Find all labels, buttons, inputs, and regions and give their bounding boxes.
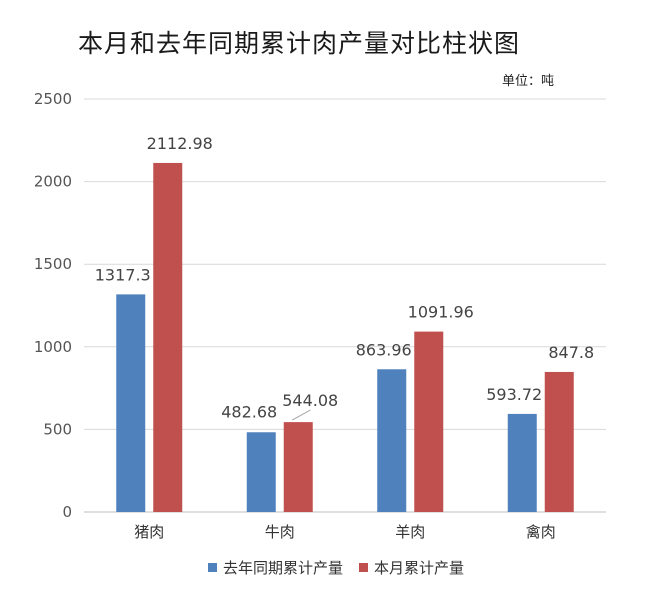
x-category-label: 猪肉	[134, 523, 164, 541]
bars	[116, 162, 574, 512]
data-label: 544.08	[282, 391, 338, 410]
bar-this-month	[153, 162, 183, 512]
legend-swatch-last-year	[207, 563, 217, 572]
legend-item-this-month: 本月累计产量	[359, 557, 464, 578]
legend-label-last-year: 去年同期累计产量	[222, 559, 343, 577]
data-label: 863.96	[356, 340, 412, 359]
x-category-label: 羊肉	[395, 523, 425, 541]
x-category-label: 禽肉	[526, 523, 556, 541]
bar-this-month	[283, 422, 313, 512]
x-category-label: 牛肉	[265, 523, 295, 541]
y-axis-ticks: 0 500 1000 1500 2000 2500	[34, 90, 72, 521]
legend-label-this-month: 本月累计产量	[374, 559, 465, 577]
x-axis-categories: 猪肉 牛肉 羊肉 禽肉	[134, 523, 556, 541]
bar-last-year	[507, 413, 537, 512]
data-label: 1091.96	[408, 303, 474, 322]
chart-title: 本月和去年同期累计肉产量对比柱状图	[78, 29, 521, 58]
bar-this-month	[414, 331, 444, 512]
unit-note: 单位：吨	[488, 70, 592, 98]
legend: 去年同期累计产量 本月累计产量	[0, 557, 672, 578]
data-label: 847.8	[548, 343, 594, 362]
leader-line	[292, 409, 311, 421]
data-labels: 1317.3 2112.98 482.68 544.08 863.96 1091.96 59…	[95, 134, 594, 421]
y-tick-label: 2500	[34, 90, 72, 108]
legend-swatch-this-month	[359, 563, 368, 572]
data-label: 482.68	[221, 402, 277, 421]
bar-last-year	[377, 369, 407, 512]
y-tick-label: 0	[62, 503, 72, 521]
y-tick-label: 2000	[34, 173, 72, 191]
bar-last-year	[116, 294, 146, 512]
legend-item-last-year: 去年同期累计产量	[207, 557, 343, 578]
y-tick-label: 500	[43, 420, 72, 438]
y-tick-label: 1500	[34, 255, 72, 273]
data-label: 593.72	[486, 385, 542, 404]
bar-this-month	[544, 371, 574, 512]
bar-last-year	[246, 432, 276, 512]
y-tick-label: 1000	[34, 338, 72, 356]
data-label: 2112.98	[147, 134, 213, 153]
data-label: 1317.3	[95, 265, 151, 284]
